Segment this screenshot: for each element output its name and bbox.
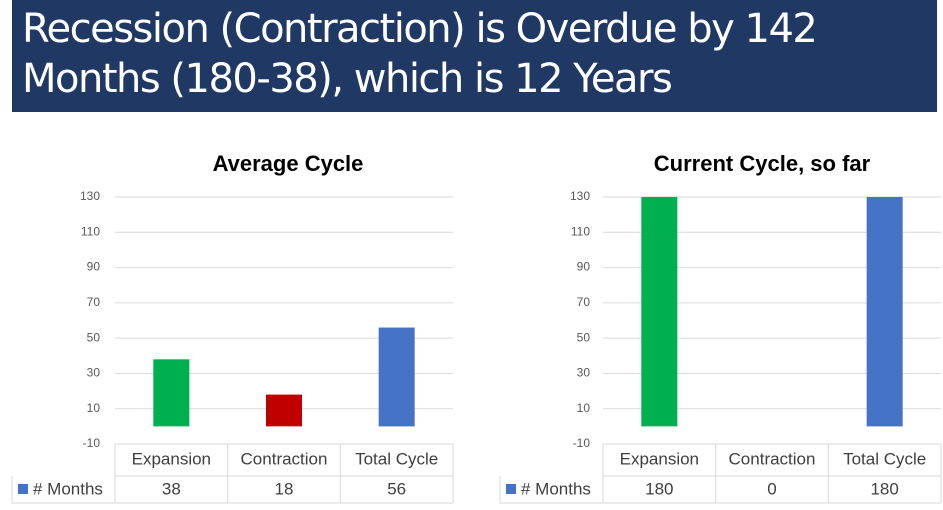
- x-tick-label: Contraction: [729, 449, 816, 468]
- x-tick-label: Expansion: [620, 449, 699, 468]
- y-tick-label: 10: [87, 401, 101, 415]
- chart-title: Average Cycle: [213, 151, 364, 176]
- y-tick-label: 130: [570, 189, 590, 203]
- table-value: 56: [387, 479, 406, 498]
- bar: [266, 394, 302, 427]
- y-tick-label: -10: [83, 436, 101, 450]
- legend-label: # Months: [33, 479, 103, 498]
- x-tick-label: Total Cycle: [843, 449, 926, 468]
- bar: [866, 197, 903, 427]
- table-value: 180: [870, 479, 898, 498]
- y-tick-label: 50: [577, 330, 591, 344]
- table-value: 38: [162, 479, 181, 498]
- title-line: Recession (Contraction) is Overdue by 14…: [22, 6, 818, 52]
- legend-swatch: [18, 484, 28, 494]
- y-tick-label: -10: [573, 436, 591, 450]
- y-tick-label: 70: [577, 295, 591, 309]
- y-tick-label: 90: [577, 260, 591, 274]
- x-tick-label: Contraction: [241, 449, 328, 468]
- legend-swatch: [506, 484, 516, 494]
- legend-label: # Months: [521, 479, 591, 498]
- y-tick-label: 110: [571, 224, 590, 238]
- x-tick-label: Expansion: [132, 449, 211, 468]
- y-tick-label: 30: [87, 366, 101, 380]
- table-value: 180: [645, 479, 673, 498]
- y-tick-label: 10: [577, 401, 591, 415]
- x-tick-label: Total Cycle: [355, 449, 438, 468]
- y-tick-label: 110: [81, 224, 100, 238]
- y-tick-label: 30: [577, 366, 591, 380]
- table-value: 0: [767, 479, 776, 498]
- y-tick-label: 130: [80, 189, 100, 203]
- bar: [153, 359, 190, 427]
- table-value: 18: [275, 479, 294, 498]
- chart-title: Current Cycle, so far: [654, 151, 871, 176]
- title-line: Months (180-38), which is 12 Years: [22, 56, 673, 102]
- y-tick-label: 90: [87, 260, 101, 274]
- bar: [641, 197, 678, 427]
- y-tick-label: 50: [87, 330, 101, 344]
- bar: [378, 327, 415, 427]
- y-tick-label: 70: [87, 295, 101, 309]
- title-banner: Recession (Contraction) is Overdue by 14…: [12, 0, 937, 112]
